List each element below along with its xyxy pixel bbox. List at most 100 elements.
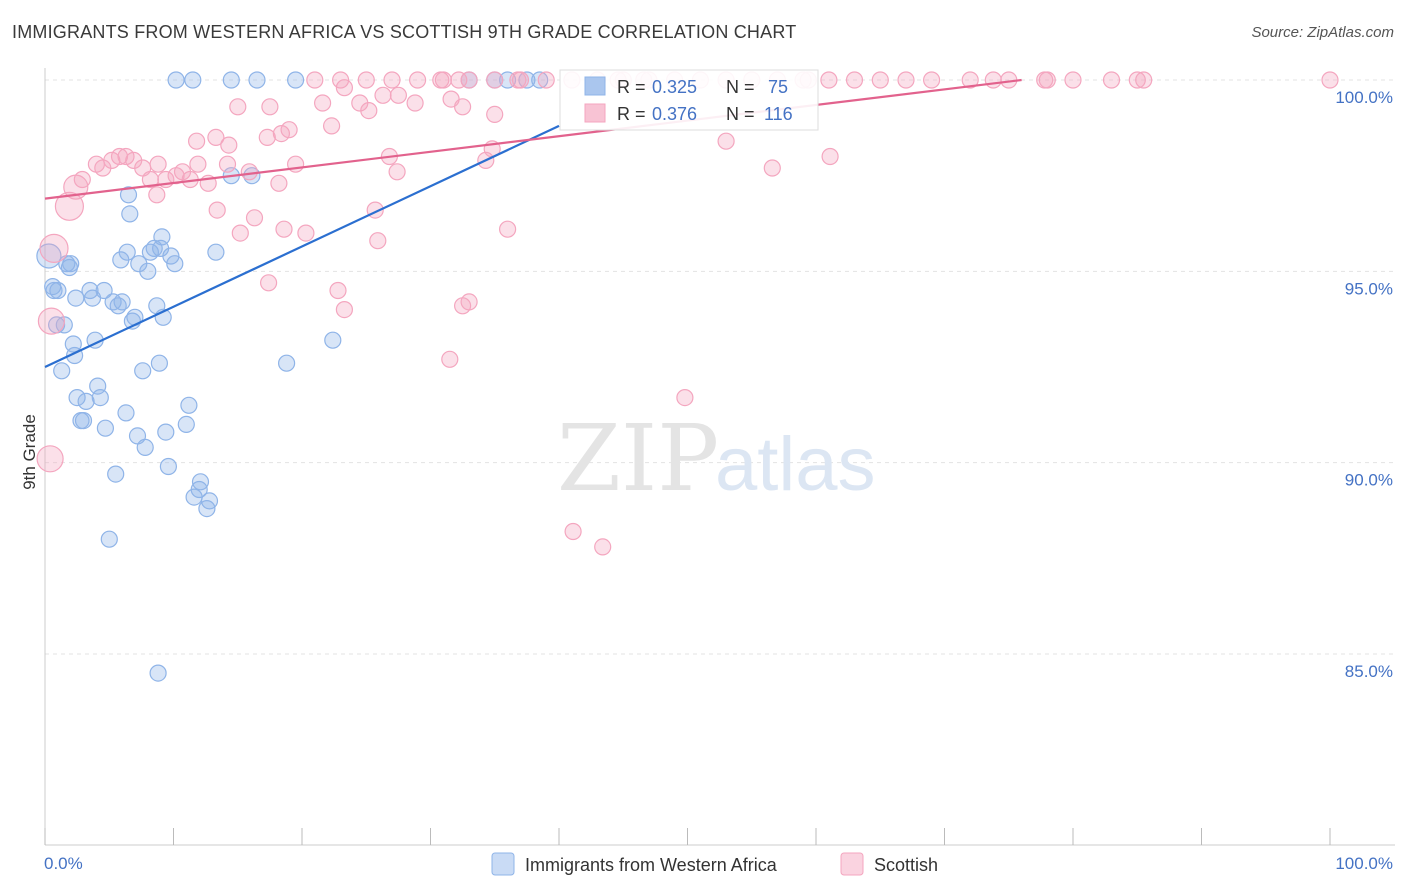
y-tick-label-3: 100.0% — [1335, 88, 1393, 107]
western-africa-point-38 — [118, 243, 136, 261]
scottish-point-31 — [432, 71, 450, 89]
y-tick-label-2: 95.0% — [1345, 279, 1393, 298]
western-africa-point-69 — [278, 354, 296, 372]
western-africa-point-4 — [287, 71, 305, 89]
scottish-point-85 — [763, 159, 781, 177]
stats-n-value-1: 116 — [764, 104, 793, 124]
western-africa-point-57 — [166, 255, 184, 273]
scottish-point-108 — [37, 307, 66, 335]
western-africa-point-22 — [74, 412, 93, 430]
scottish-point-54 — [280, 121, 298, 139]
stats-r-label-1: R = — [617, 104, 646, 124]
scottish-point-62 — [103, 151, 121, 169]
western-africa-point-12 — [49, 281, 67, 300]
western-africa-point-3 — [248, 71, 266, 89]
western-africa-point-62 — [191, 473, 210, 491]
western-africa-point-2 — [222, 71, 240, 89]
scottish-point-53 — [261, 98, 279, 116]
western-africa-point-70 — [324, 331, 342, 349]
scottish-point-46 — [374, 86, 392, 104]
scottish-point-43 — [335, 79, 353, 97]
scottish-point-52 — [229, 98, 247, 116]
scottish-point-77 — [270, 174, 288, 192]
scottish-point-25 — [961, 71, 979, 89]
scottish-point-23 — [897, 71, 915, 89]
watermark-atlas: atlas — [715, 422, 876, 507]
western-africa-point-14 — [53, 362, 71, 380]
scottish-point-100 — [329, 281, 347, 300]
stats-r-value-0: 0.325 — [652, 77, 697, 97]
scottish-point-84 — [821, 147, 839, 166]
western-africa-point-56 — [162, 247, 180, 265]
scottish-point-50 — [454, 98, 472, 116]
scottish-point-92 — [208, 201, 226, 219]
scottish-point-39 — [1064, 71, 1082, 89]
stats-n-label-0: N = — [726, 77, 755, 97]
scottish-point-48 — [406, 94, 424, 112]
scottish-point-64 — [117, 147, 135, 166]
scottish-point-40 — [1135, 71, 1153, 89]
scottish-point-24 — [922, 71, 941, 89]
western-africa-point-23 — [77, 392, 95, 410]
scottish-point-37 — [984, 71, 1002, 89]
scottish-point-80 — [388, 163, 406, 181]
scottish-point-91 — [148, 186, 166, 204]
western-africa-point-54 — [157, 423, 175, 441]
scottish-point-33 — [509, 71, 527, 89]
y-tick-label-1: 90.0% — [1345, 471, 1393, 490]
scottish-point-56 — [272, 125, 290, 143]
scottish-point-22 — [871, 71, 889, 89]
scottish-point-2 — [357, 71, 375, 89]
scottish-point-47 — [389, 86, 407, 104]
western-africa-point-19 — [67, 289, 85, 307]
scottish-point-41 — [314, 94, 332, 112]
scottish-point-96 — [297, 224, 315, 242]
western-africa-point-1 — [184, 71, 202, 89]
western-africa-point-9 — [531, 71, 549, 89]
watermark: ZIP atlas — [557, 405, 876, 512]
western-africa-point-37 — [117, 404, 135, 422]
scottish-point-98 — [369, 232, 387, 250]
stats-r-value-1: 0.376 — [652, 104, 697, 124]
western-africa-point-59 — [180, 396, 198, 414]
stats-r-label-0: R = — [617, 77, 646, 97]
scottish-point-55 — [258, 128, 276, 146]
scottish-point-58 — [188, 132, 206, 150]
western-africa-point-58 — [177, 415, 195, 433]
scottish-point-42 — [323, 117, 341, 135]
scottish-point-99 — [260, 274, 278, 292]
axes — [44, 68, 1395, 846]
scottish-point-7 — [486, 71, 504, 89]
scottish-point-21 — [845, 71, 864, 89]
legend-label-scottish: Scottish — [874, 855, 938, 875]
western-africa-point-73 — [62, 255, 80, 273]
western-africa-trend-line — [44, 124, 560, 368]
tick-labels: 85.0% 90.0% 95.0% 100.0% 0.0% 100.0% — [44, 88, 1393, 873]
y-tick-label-0: 85.0% — [1345, 662, 1393, 681]
western-africa-point-55 — [159, 457, 177, 476]
scottish-point-63 — [110, 147, 129, 166]
western-africa-point-36 — [113, 293, 131, 311]
scottish-point-106 — [564, 522, 582, 541]
western-africa-point-44 — [134, 362, 152, 380]
stats-swatch-western-africa — [584, 76, 606, 96]
scottish-point-75 — [218, 155, 237, 173]
scottish-point-9 — [537, 71, 555, 89]
scottish-point-90 — [73, 170, 91, 189]
scottish-point-3 — [383, 71, 401, 89]
western-africa-point-71 — [149, 664, 167, 682]
scottish-point-68 — [149, 155, 167, 173]
scottish-point-95 — [275, 220, 293, 238]
western-africa-point-30 — [96, 419, 115, 437]
stats-legend: R = 0.325 N = 75 R = 0.376 N = 116 — [559, 69, 819, 131]
stats-swatch-scottish — [584, 103, 606, 123]
scottish-point-0 — [306, 71, 324, 89]
scottish-point-83 — [717, 132, 735, 150]
x-tick-label-0: 0.0% — [44, 854, 83, 873]
scottish-point-73 — [189, 155, 207, 173]
scottish-trend-line — [44, 78, 1022, 200]
western-africa-point-33 — [107, 465, 125, 483]
western-africa-point-50 — [150, 354, 168, 372]
chart-title: IMMIGRANTS FROM WESTERN AFRICA VS SCOTTI… — [12, 22, 797, 42]
western-africa-point-29 — [95, 281, 113, 300]
